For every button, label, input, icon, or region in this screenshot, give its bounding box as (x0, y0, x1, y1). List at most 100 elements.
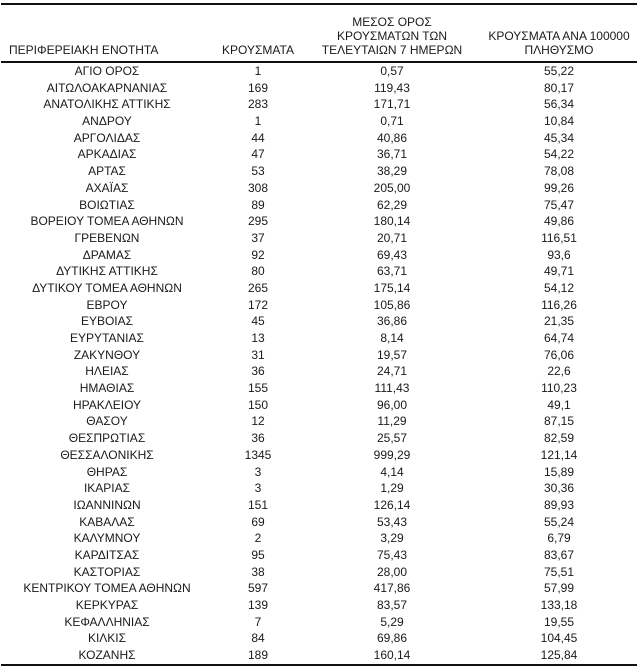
region-name-cell: ΑΡΤΑΣ (88, 164, 126, 179)
table-row: ΚΕΦΑΛΛΗΝΙΑΣ 7 5,29 19,55 (1, 614, 637, 631)
region-name-cell: ΑΝΑΤΟΛΙΚΗΣ ΑΤΤΙΚΗΣ (43, 97, 171, 112)
avg-7day-cell: 111,43 (374, 381, 410, 396)
per-100k-cell: 49,86 (543, 214, 575, 229)
region-name-cell: ΔΡΑΜΑΣ (82, 247, 132, 262)
cases-cell: 139 (247, 598, 269, 612)
avg-7day-cell: 205,00 (373, 180, 411, 195)
region-name-cell: ΑΙΤΩΛΟΑΚΑΡΝΑΝΙΑΣ (46, 80, 168, 95)
per-100k-cell: 125,84 (540, 648, 578, 663)
cases-cell: 31 (251, 347, 265, 362)
avg-7day-cell: 53,43 (376, 514, 408, 529)
avg-7day-cell: 11,29 (377, 414, 407, 429)
header-cases: ΚΡΟΥΣΜΑΤΑ (213, 4, 303, 63)
cases-cell: 172 (247, 297, 269, 312)
region-name-cell: ΚΑΒΑΛΑΣ (79, 514, 135, 529)
per-100k-cell: 45,34 (543, 130, 575, 145)
per-100k-cell: 75,47 (543, 197, 575, 212)
cases-cell: 95 (251, 547, 265, 562)
per-100k-cell: 116,26 (541, 297, 577, 312)
per-100k-cell: 56,34 (543, 97, 575, 112)
avg-7day-cell: 105,86 (373, 297, 411, 312)
per-100k-cell: 22,6 (547, 364, 571, 379)
table-row: ΘΕΣΣΑΛΟΝΙΚΗΣ 1345 999,29 121,14 (1, 447, 637, 464)
region-name-cell: ΘΑΣΟΥ (86, 414, 128, 429)
table-row: ΗΡΑΚΛΕΙΟΥ 150 96,00 49,1 (1, 397, 637, 414)
cases-cell: 155 (247, 381, 269, 396)
avg-7day-cell: 28,00 (376, 564, 408, 579)
region-name-cell: ΙΚΑΡΙΑΣ (83, 481, 131, 496)
cases-cell: 69 (251, 514, 265, 529)
table-row: ΘΗΡΑΣ 3 4,14 15,89 (1, 464, 637, 481)
region-name-cell: ΚΕΦΑΛΛΗΝΙΑΣ (64, 614, 150, 629)
cases-cell: 151 (247, 497, 269, 512)
region-name-cell: ΚΟΖΑΝΗΣ (78, 648, 136, 663)
table-row: ΑΝΑΤΟΛΙΚΗΣ ΑΤΤΙΚΗΣ 283 171,71 56,34 (1, 96, 637, 113)
region-name-cell: ΓΡΕΒΕΝΩΝ (74, 230, 140, 245)
region-name-cell: ΚΙΛΚΙΣ (87, 631, 127, 646)
header-row: ΠΕΡΙΦΕΡΕΙΑΚΗ ΕΝΟΤΗΤΑ ΚΡΟΥΣΜΑΤΑ ΜΕΣΟΣ ΟΡΟ… (1, 4, 637, 63)
table-row: ΚΑΒΑΛΑΣ 69 53,43 55,24 (1, 514, 637, 531)
table-row: ΒΟΡΕΙΟΥ ΤΟΜΕΑ ΑΘΗΝΩΝ 295 180,14 49,86 (1, 213, 637, 230)
cases-cell: 189 (247, 648, 269, 663)
avg-7day-cell: 63,71 (376, 264, 408, 279)
regional-cases-table: ΠΕΡΙΦΕΡΕΙΑΚΗ ΕΝΟΤΗΤΑ ΚΡΟΥΣΜΑΤΑ ΜΕΣΟΣ ΟΡΟ… (1, 3, 637, 666)
per-100k-cell: 121,14 (540, 447, 578, 462)
per-100k-cell: 6,79 (547, 531, 571, 546)
table-row: ΑΡΓΟΛΙΔΑΣ 44 40,86 45,34 (1, 130, 637, 147)
table-row: ΗΛΕΙΑΣ 36 24,71 22,6 (1, 363, 637, 380)
cases-cell: 169 (247, 80, 269, 95)
table-row: ΕΥΒΟΙΑΣ 45 36,86 21,35 (1, 313, 637, 330)
per-100k-cell: 19,55 (543, 614, 575, 629)
cases-cell: 36 (251, 364, 265, 379)
per-100k-cell: 57,99 (543, 581, 575, 596)
table-row: ΔΥΤΙΚΗΣ ΑΤΤΙΚΗΣ 80 63,71 49,71 (1, 263, 637, 280)
avg-7day-cell: 25,57 (376, 431, 408, 446)
per-100k-cell: 49,71 (543, 264, 575, 279)
per-100k-cell: 116,51 (541, 230, 577, 245)
region-name-cell: ΒΟΡΕΙΟΥ ΤΟΜΕΑ ΑΘΗΝΩΝ (30, 214, 184, 229)
avg-7day-cell: 126,14 (373, 497, 411, 512)
cases-cell: 37 (251, 230, 265, 245)
table-row: ΖΑΚΥΝΘΟΥ 31 19,57 76,06 (1, 347, 637, 364)
cases-cell: 89 (251, 197, 265, 212)
table-row: ΗΜΑΘΙΑΣ 155 111,43 110,23 (1, 380, 637, 397)
per-100k-cell: 30,36 (543, 481, 575, 496)
cases-cell: 1 (254, 114, 262, 129)
table-row: ΘΑΣΟΥ 12 11,29 87,15 (1, 413, 637, 430)
cases-cell: 47 (251, 147, 265, 162)
avg-7day-cell: 83,57 (376, 598, 408, 612)
table-row: ΚΑΡΔΙΤΣΑΣ 95 75,43 83,67 (1, 547, 637, 564)
per-100k-cell: 83,67 (543, 547, 575, 562)
region-name-cell: ΕΥΡΥΤΑΝΙΑΣ (70, 331, 144, 345)
table-row: ΕΒΡΟΥ 172 105,86 116,26 (1, 297, 637, 314)
per-100k-cell: 64,74 (543, 331, 575, 345)
avg-7day-cell: 1,29 (380, 481, 404, 496)
cases-cell: 3 (254, 464, 262, 479)
avg-7day-cell: 4,14 (380, 464, 404, 479)
cases-cell: 150 (247, 397, 269, 412)
cases-cell: 92 (251, 247, 265, 262)
table-row: ΑΡΤΑΣ 53 38,29 78,08 (1, 163, 637, 180)
region-name-cell: ΖΑΚΥΝΘΟΥ (73, 347, 141, 362)
cases-cell: 283 (247, 97, 269, 112)
avg-7day-cell: 69,43 (376, 247, 408, 262)
cases-cell: 45 (251, 314, 265, 329)
table-row: ΘΕΣΠΡΩΤΙΑΣ 36 25,57 82,59 (1, 430, 637, 447)
avg-7day-cell: 180,14 (373, 214, 411, 229)
avg-7day-cell: 8,14 (380, 331, 404, 345)
per-100k-cell: 89,93 (543, 497, 575, 512)
avg-7day-cell: 999,29 (373, 447, 411, 462)
table-row: ΚΑΛΥΜΝΟΥ 2 3,29 6,79 (1, 530, 637, 547)
cases-cell: 53 (251, 164, 265, 179)
per-100k-cell: 55,22 (543, 64, 575, 78)
table-row: ΑΓΙΟ ΟΡΟΣ 1 0,57 55,22 (1, 62, 637, 80)
per-100k-cell: 49,1 (547, 397, 571, 412)
table-row: ΑΙΤΩΛΟΑΚΑΡΝΑΝΙΑΣ 169 119,43 80,17 (1, 80, 637, 97)
cases-cell: 1 (254, 64, 262, 78)
header-regional-unit: ΠΕΡΙΦΕΡΕΙΑΚΗ ΕΝΟΤΗΤΑ (1, 4, 213, 63)
per-100k-cell: 76,06 (543, 347, 575, 362)
region-name-cell: ΕΥΒΟΙΑΣ (80, 314, 134, 329)
table-row: ΚΕΡΚΥΡΑΣ 139 83,57 133,18 (1, 597, 637, 614)
region-name-cell: ΚΑΛΥΜΝΟΥ (73, 531, 141, 546)
table-row: ΔΡΑΜΑΣ 92 69,43 93,6 (1, 247, 637, 264)
